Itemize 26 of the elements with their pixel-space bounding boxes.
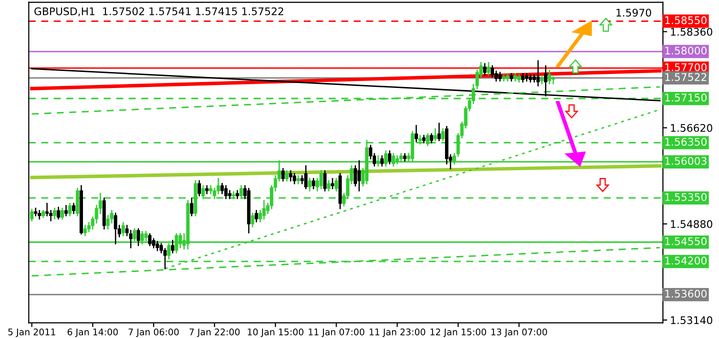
x-tick-label: 10 Jan 15:00 <box>248 328 304 338</box>
ref-line-label: 1.54550 <box>665 237 707 246</box>
y-tick-label: 1.54880 <box>671 220 712 228</box>
x-tick-label: 5 Jan 2011 <box>8 328 56 338</box>
x-tick-label: 11 Jan 07:00 <box>308 328 364 338</box>
chart-title: GBPUSD,H1 1.57502 1.57541 1.57415 1.57522 <box>34 7 284 16</box>
x-tick-label: 11 Jan 23:00 <box>370 328 426 338</box>
ref-line-label: 1.56350 <box>665 138 707 146</box>
annotation: 1.5970 <box>616 8 652 17</box>
ref-line-label: 1.54200 <box>665 256 707 264</box>
x-tick-label: 13 Jan 07:00 <box>491 328 548 338</box>
ref-line-label: 1.53600 <box>665 290 707 298</box>
y-tick-label: 1.58360 <box>671 28 712 36</box>
x-tick-label: 6 Jan 14:00 <box>68 328 118 338</box>
ref-line-label: 1.55350 <box>665 193 707 201</box>
ref-line-label: 1.58550 <box>665 16 707 24</box>
x-tick-label: 7 Jan 22:00 <box>190 328 240 338</box>
y-tick-label: 1.53140 <box>671 316 712 324</box>
ref-line-label: 1.57522 <box>665 73 706 81</box>
ref-line-label: 1.58000 <box>665 46 707 55</box>
x-tick-label: 7 Jan 06:00 <box>128 328 179 338</box>
y-tick-label: 1.56620 <box>671 124 712 132</box>
ref-line-label: 1.56003 <box>665 157 706 165</box>
ref-line-label: 1.57150 <box>665 94 707 102</box>
ref-line-label: 1.57700 <box>665 63 707 72</box>
x-tick-label: 12 Jan 15:00 <box>430 328 486 338</box>
